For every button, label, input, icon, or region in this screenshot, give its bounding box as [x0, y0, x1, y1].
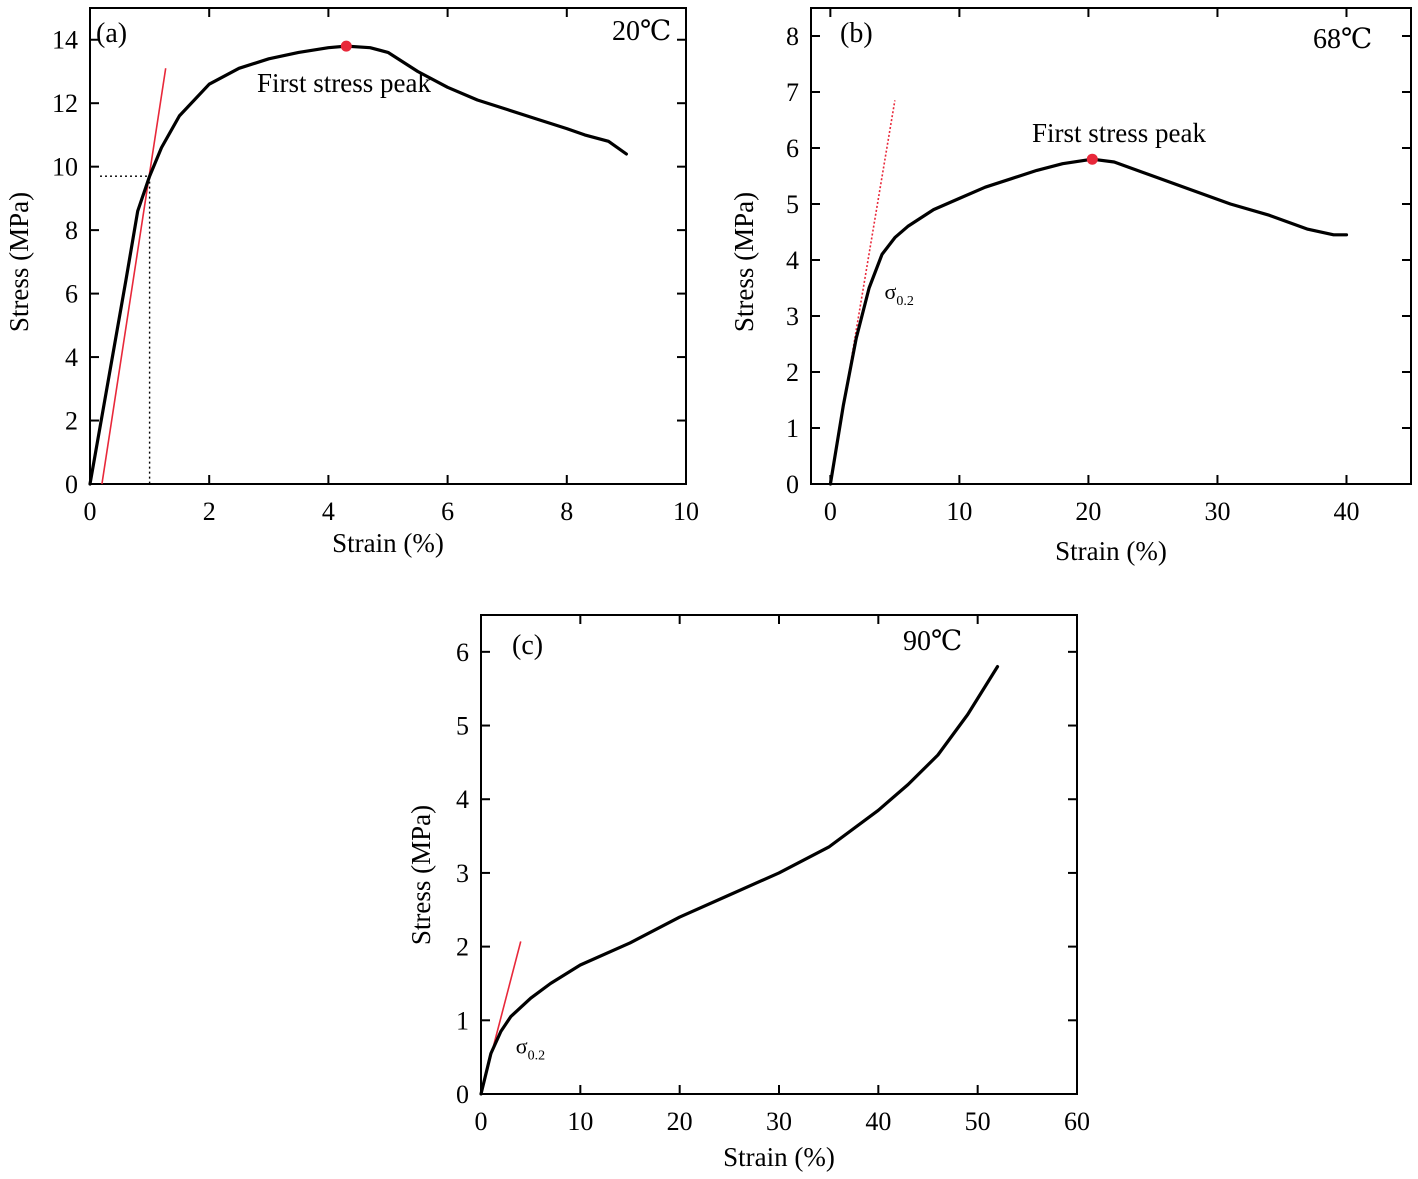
first-stress-peak-label: First stress peak [257, 68, 431, 98]
y-tick-label: 4 [456, 785, 469, 814]
panel-label: (a) [96, 18, 127, 49]
y-tick-label: 0 [456, 1080, 469, 1109]
temperature-label: 20℃ [612, 16, 671, 47]
y-tick-label: 10 [52, 153, 78, 182]
y-axis-label: Stress (MPa) [406, 805, 436, 945]
sigma-0.2-label: σ0.2 [516, 1033, 545, 1063]
y-tick-label: 3 [456, 859, 469, 888]
elastic-tangent-line [101, 68, 167, 485]
x-tick-label: 50 [965, 1107, 991, 1136]
x-tick-label: 40 [1333, 497, 1359, 526]
first-stress-peak-label: First stress peak [1032, 118, 1206, 148]
x-tick-label: 20 [667, 1107, 693, 1136]
x-tick-label: 0 [824, 497, 837, 526]
stress-strain-curve [88, 44, 629, 486]
x-tick-label: 30 [1204, 497, 1230, 526]
panel-c: 0 10 20 30 40 50 60 0 1 2 3 4 5 6 Strain (%) Stress (MP… [406, 614, 1090, 1172]
x-tick-label: 0 [475, 1107, 488, 1136]
y-tick-label: 5 [456, 712, 469, 741]
y-tick-label: 2 [65, 407, 78, 436]
y-tick-label: 3 [786, 302, 799, 331]
y-tick-label: 0 [786, 470, 799, 499]
y-tick-label: 6 [456, 638, 469, 667]
x-tick-label: 40 [865, 1107, 891, 1136]
y-tick-label: 6 [786, 134, 799, 163]
sigma-0.2-label: σ0.2 [885, 279, 914, 309]
x-axis-label: Strain (%) [1055, 536, 1167, 566]
x-tick-label: 20 [1075, 497, 1101, 526]
panel-label: (b) [840, 18, 873, 49]
stress-strain-curve [828, 157, 1349, 486]
x-tick-label: 10 [946, 497, 972, 526]
y-tick-label: 7 [786, 78, 799, 107]
first-stress-peak-marker [1086, 153, 1098, 165]
stress-strain-curve [479, 664, 1000, 1096]
y-tick-label: 12 [52, 89, 78, 118]
x-tick-label: 4 [322, 497, 335, 526]
y-tick-label: 0 [65, 470, 78, 499]
temperature-label: 68℃ [1313, 24, 1372, 55]
x-axis-label: Strain (%) [723, 1142, 835, 1172]
y-tick-label: 6 [65, 280, 78, 309]
x-axis-label: Strain (%) [332, 528, 444, 558]
x-tick-label: 60 [1064, 1107, 1090, 1136]
first-stress-peak-marker [340, 40, 352, 52]
x-tick-label: 10 [567, 1107, 593, 1136]
x-tick-label: 6 [441, 497, 454, 526]
panel-a: 0 2 4 6 8 10 0 2 4 6 8 10 12 14 Strain (%) Stress (MPa)… [4, 7, 699, 558]
y-tick-label: 5 [786, 190, 799, 219]
y-axis-label: Stress (MPa) [4, 192, 34, 332]
y-tick-label: 14 [52, 26, 78, 55]
y-axis-label: Stress (MPa) [729, 192, 759, 332]
panel-b: 0 10 20 30 40 0 1 2 3 4 5 6 7 8 Strain (%) Stress (MPa)… [729, 7, 1412, 566]
x-tick-label: 0 [84, 497, 97, 526]
y-tick-label: 1 [456, 1006, 469, 1035]
plot-frame [810, 7, 1412, 485]
panel-label: (c) [512, 630, 543, 661]
x-tick-label: 8 [560, 497, 573, 526]
offset-guide-line [100, 175, 151, 484]
y-tick-label: 8 [65, 216, 78, 245]
y-tick-label: 1 [786, 414, 799, 443]
y-tick-label: 8 [786, 22, 799, 51]
y-tick-label: 2 [786, 358, 799, 387]
x-tick-label: 2 [203, 497, 216, 526]
y-tick-label: 2 [456, 933, 469, 962]
y-tick-label: 4 [65, 343, 78, 372]
x-tick-label: 30 [766, 1107, 792, 1136]
plot-frame [480, 614, 1078, 1095]
temperature-label: 90℃ [903, 626, 962, 657]
y-tick-label: 4 [786, 246, 799, 275]
plot-frame [89, 7, 687, 485]
x-tick-label: 10 [673, 497, 699, 526]
